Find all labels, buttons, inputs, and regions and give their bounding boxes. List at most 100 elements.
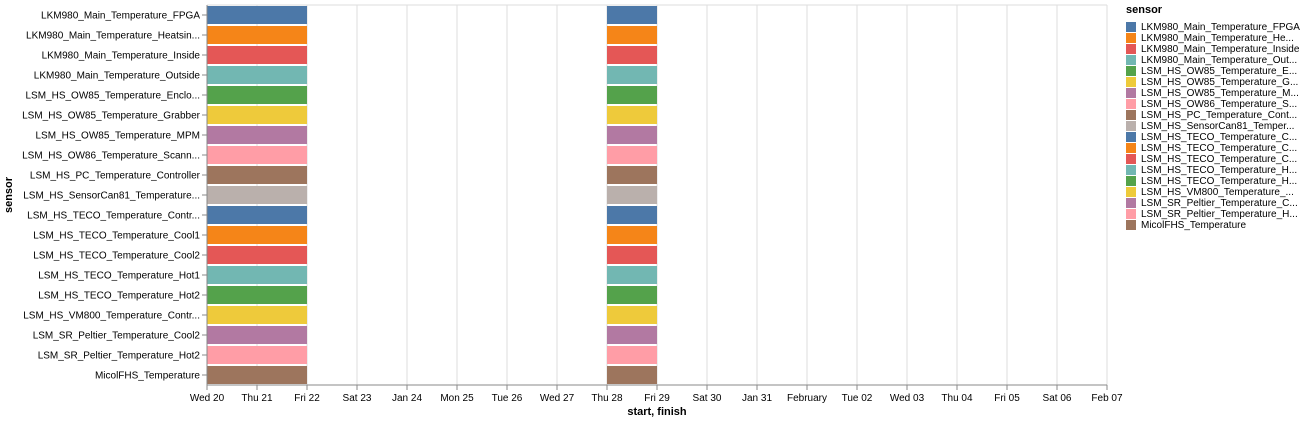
y-tick-label: LSM_SR_Peltier_Temperature_Hot2 <box>38 351 201 362</box>
gantt-bar <box>207 126 307 144</box>
x-tick-label: February <box>787 393 827 404</box>
legend-label: LSM_SR_Peltier_Temperature_H... <box>1141 209 1298 220</box>
y-tick-label: LSM_HS_TECO_Temperature_Hot1 <box>38 271 200 282</box>
gantt-bar <box>607 126 657 144</box>
gantt-bar <box>207 306 307 324</box>
x-axis: Wed 20 Thu 21 Fri 22 Sat 23 Jan 24 Mon 25 Tue … <box>190 384 1123 404</box>
legend-swatch <box>1126 165 1136 175</box>
y-tick-label: LSM_HS_OW85_Temperature_MPM <box>35 131 200 142</box>
gantt-bar <box>607 46 657 64</box>
gantt-bar <box>207 266 307 284</box>
x-tick-label: Mon 25 <box>440 393 474 404</box>
x-tick-label: Thu 21 <box>241 393 273 404</box>
x-tick-label: Jan 24 <box>392 393 422 404</box>
legend-swatch <box>1126 176 1136 186</box>
legend-label: LSM_HS_PC_Temperature_Cont... <box>1141 110 1297 121</box>
x-axis-title: start, finish <box>627 406 687 418</box>
legend-swatch <box>1126 77 1136 87</box>
legend-label: LKM980_Main_Temperature_Out... <box>1141 55 1297 66</box>
legend-swatch <box>1126 99 1136 109</box>
gantt-bar <box>607 106 657 124</box>
legend-label: LSM_HS_OW85_Temperature_E... <box>1141 66 1297 77</box>
gantt-bar <box>607 266 657 284</box>
gantt-bar <box>207 366 307 384</box>
legend-label: LSM_HS_TECO_Temperature_C... <box>1141 143 1297 154</box>
legend-swatch <box>1126 220 1136 230</box>
gantt-bar <box>607 86 657 104</box>
legend-swatch <box>1126 55 1136 65</box>
y-tick-label: LKM980_Main_Temperature_FPGA <box>41 11 200 22</box>
gantt-bar <box>207 6 307 24</box>
legend-label: LKM980_Main_Temperature_FPGA <box>1141 22 1300 33</box>
gantt-bar <box>607 366 657 384</box>
legend-swatch <box>1126 22 1136 32</box>
gantt-bar <box>207 346 307 364</box>
legend-title: sensor <box>1126 4 1163 16</box>
x-tick-label: Feb 07 <box>1091 393 1123 404</box>
gantt-bar <box>607 306 657 324</box>
gantt-bar <box>207 46 307 64</box>
legend-label: LSM_HS_VM800_Temperature_... <box>1141 187 1294 198</box>
gantt-bar <box>207 326 307 344</box>
gantt-bar <box>607 66 657 84</box>
gantt-bar <box>607 146 657 164</box>
gantt-bar <box>207 186 307 204</box>
x-tick-label: Wed 27 <box>540 393 575 404</box>
x-tick-label: Tue 26 <box>492 393 523 404</box>
y-tick-label: LSM_HS_TECO_Temperature_Hot2 <box>38 291 200 302</box>
legend-swatch <box>1126 187 1136 197</box>
y-tick-label: LSM_HS_TECO_Temperature_Contr... <box>27 211 200 222</box>
gantt-bar <box>607 206 657 224</box>
gantt-bar <box>207 66 307 84</box>
x-tick-label: Thu 04 <box>941 393 973 404</box>
gantt-bar <box>207 286 307 304</box>
legend-label: LSM_HS_OW86_Temperature_S... <box>1141 99 1297 110</box>
legend-swatch <box>1126 121 1136 131</box>
legend-swatch <box>1126 110 1136 120</box>
gantt-bar <box>207 26 307 44</box>
gantt-bar <box>607 286 657 304</box>
legend-label: LSM_HS_TECO_Temperature_H... <box>1141 176 1297 187</box>
y-axis: LKM980_Main_Temperature_FPGA LKM980_Main_… <box>22 5 208 385</box>
legend-swatch <box>1126 44 1136 54</box>
legend-label: LSM_HS_TECO_Temperature_C... <box>1141 132 1297 143</box>
legend-label: LSM_HS_OW85_Temperature_G... <box>1141 77 1298 88</box>
legend-label: LSM_HS_OW85_Temperature_M... <box>1141 88 1299 99</box>
gantt-bar <box>607 226 657 244</box>
gridlines <box>206 4 1108 385</box>
x-tick-label: Tue 02 <box>842 393 873 404</box>
x-tick-label: Wed 20 <box>190 393 225 404</box>
x-tick-label: Jan 31 <box>742 393 772 404</box>
legend-label: LSM_HS_TECO_Temperature_C... <box>1141 154 1297 165</box>
y-tick-label: LKM980_Main_Temperature_Outside <box>34 71 201 82</box>
y-tick-label: LSM_HS_SensorCan81_Temperature... <box>23 191 200 202</box>
x-tick-label: Sat 06 <box>1043 393 1072 404</box>
y-tick-label: LKM980_Main_Temperature_Heatsin... <box>26 31 200 42</box>
gantt-bar <box>207 86 307 104</box>
x-tick-label: Fri 29 <box>644 393 670 404</box>
legend-label: LKM980_Main_Temperature_Inside <box>1141 44 1300 55</box>
gantt-bar <box>207 206 307 224</box>
y-axis-title: sensor <box>3 176 15 213</box>
y-tick-label: LSM_HS_PC_Temperature_Controller <box>30 171 201 182</box>
legend-swatch <box>1126 154 1136 164</box>
y-tick-label: LSM_HS_OW85_Temperature_Grabber <box>22 111 201 122</box>
gantt-bar <box>607 166 657 184</box>
legend-label: LSM_HS_TECO_Temperature_H... <box>1141 165 1297 176</box>
y-tick-label: LKM980_Main_Temperature_Inside <box>42 51 201 62</box>
legend-label: LKM980_Main_Temperature_He... <box>1141 33 1294 44</box>
bars <box>207 6 657 384</box>
y-tick-label: LSM_HS_TECO_Temperature_Cool2 <box>33 251 200 262</box>
y-tick-label: LSM_SR_Peltier_Temperature_Cool2 <box>33 331 201 342</box>
x-tick-label: Thu 28 <box>591 393 623 404</box>
y-tick-label: LSM_HS_OW86_Temperature_Scann... <box>22 151 200 162</box>
x-tick-label: Sat 30 <box>693 393 722 404</box>
gantt-bar <box>207 146 307 164</box>
gantt-bar <box>607 326 657 344</box>
legend-swatch <box>1126 132 1136 142</box>
legend-swatch <box>1126 33 1136 43</box>
y-tick-label: MicolFHS_Temperature <box>95 371 200 382</box>
x-tick-label: Wed 03 <box>890 393 925 404</box>
legend-swatch <box>1126 209 1136 219</box>
